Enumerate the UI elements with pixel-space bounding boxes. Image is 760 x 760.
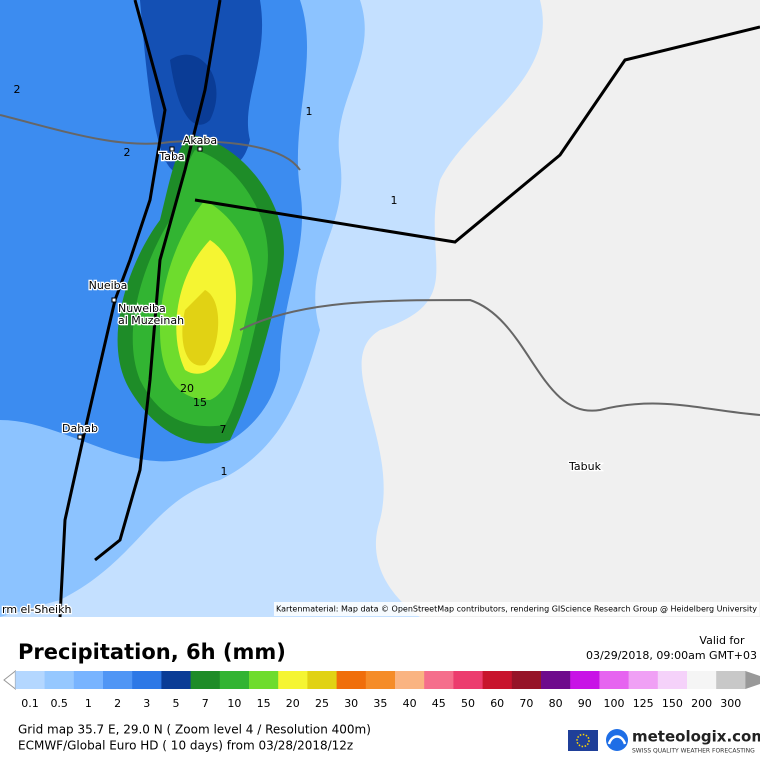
place-label: rm el-Sheikh: [2, 603, 71, 616]
scale-label: 7: [202, 697, 209, 710]
contour-label: 20: [180, 382, 194, 395]
color-swatch: [336, 671, 367, 689]
scale-label: 2: [114, 697, 121, 710]
place-marker: [77, 434, 83, 440]
color-swatch: [716, 671, 746, 689]
color-swatch: [249, 671, 279, 689]
contour-label: 1: [221, 465, 228, 478]
place-label: Nueiba: [89, 279, 128, 292]
color-swatch: [132, 671, 162, 689]
scale-arrow-left: [3, 669, 16, 691]
scale-label: 1: [85, 697, 92, 710]
scale-label: 25: [315, 697, 329, 710]
color-swatch: [307, 671, 338, 689]
precip-max-blue: [170, 54, 217, 125]
brand-tagline: SWISS QUALITY WEATHER FORECASTING: [632, 748, 755, 755]
color-swatch: [628, 671, 659, 689]
place-label: al Muzeinah: [118, 314, 184, 327]
scale-label: 30: [344, 697, 358, 710]
scale-label: 100: [604, 697, 625, 710]
place-label: Akaba: [183, 134, 217, 147]
scale-label: 125: [633, 697, 654, 710]
contour-label: 2: [14, 83, 21, 96]
contour-label: 2: [124, 146, 131, 159]
scale-label: 0.1: [21, 697, 39, 710]
footer-line: ECMWF/Global Euro HD ( 10 days) from 03/…: [18, 739, 353, 753]
color-swatch: [44, 671, 75, 689]
scale-label: 35: [373, 697, 387, 710]
precip-yellow-dark: [182, 290, 219, 366]
map-attribution: Kartenmaterial: Map data © OpenStreetMap…: [276, 605, 757, 614]
scale-label: 60: [490, 697, 504, 710]
attribution-background: [273, 602, 760, 616]
place-label: Taba: [158, 150, 184, 163]
scale-label: 80: [549, 697, 563, 710]
scale-arrow-right: [745, 671, 760, 689]
scale-label: 10: [227, 697, 241, 710]
scale-label: 15: [257, 697, 271, 710]
color-swatch: [687, 671, 717, 689]
contour-label: 1: [306, 105, 313, 118]
color-swatch: [395, 671, 425, 689]
valid-time: 03/29/2018, 09:00am GMT+03: [586, 649, 757, 662]
scale-label: 5: [173, 697, 180, 710]
brand-name: meteologix.com: [632, 728, 760, 746]
scale-label: 40: [403, 697, 417, 710]
color-swatch: [511, 671, 542, 689]
eu-stars: [576, 733, 590, 748]
color-swatch: [599, 671, 630, 689]
color-swatch: [219, 671, 250, 689]
scale-label: 20: [286, 697, 300, 710]
place-marker: [169, 146, 175, 152]
eu-flag: [568, 730, 598, 751]
color-swatch: [657, 671, 688, 689]
scale-label: 90: [578, 697, 592, 710]
contour-label: 1: [391, 194, 398, 207]
color-swatch: [424, 671, 454, 689]
color-swatch: [482, 671, 513, 689]
brand-logo: [606, 729, 628, 751]
color-swatch: [278, 671, 308, 689]
valid-label: Valid for: [699, 634, 745, 647]
color-swatch: [103, 671, 133, 689]
scale-label: 200: [691, 697, 712, 710]
color-swatch: [73, 671, 104, 689]
color-swatch: [541, 671, 571, 689]
contour-label: 15: [193, 396, 207, 409]
color-swatch: [190, 671, 221, 689]
color-swatch: [570, 671, 600, 689]
color-scale: 0.1 0.5 1 2 3 5 7 10 15 20 25 30 35 40 45 50 60 70 80 90 100…: [3, 669, 760, 710]
scale-label: 0.5: [50, 697, 68, 710]
road: [0, 114, 760, 416]
color-swatch: [365, 671, 396, 689]
scale-label: 70: [519, 697, 533, 710]
color-swatch: [161, 671, 192, 689]
scale-label: 300: [720, 697, 741, 710]
border-coast: [58, 0, 760, 618]
title: Precipitation, 6h (mm): [18, 640, 286, 664]
footer-line: Grid map 35.7 E, 29.0 N ( Zoom level 4 /…: [18, 723, 371, 737]
color-swatch: [15, 671, 46, 689]
scale-label: 150: [662, 697, 683, 710]
scale-label: 50: [461, 697, 475, 710]
place-label: Dahab: [62, 422, 98, 435]
brand-logo-mark: [607, 735, 627, 745]
place-label: Tabuk: [568, 460, 602, 473]
scale-label: 3: [143, 697, 150, 710]
scale-label: 45: [432, 697, 446, 710]
contour-label: 7: [220, 423, 227, 436]
color-swatch: [453, 671, 484, 689]
place-marker: [111, 297, 117, 303]
place-label: Nuweiba: [118, 302, 166, 315]
place-marker: [197, 146, 203, 152]
